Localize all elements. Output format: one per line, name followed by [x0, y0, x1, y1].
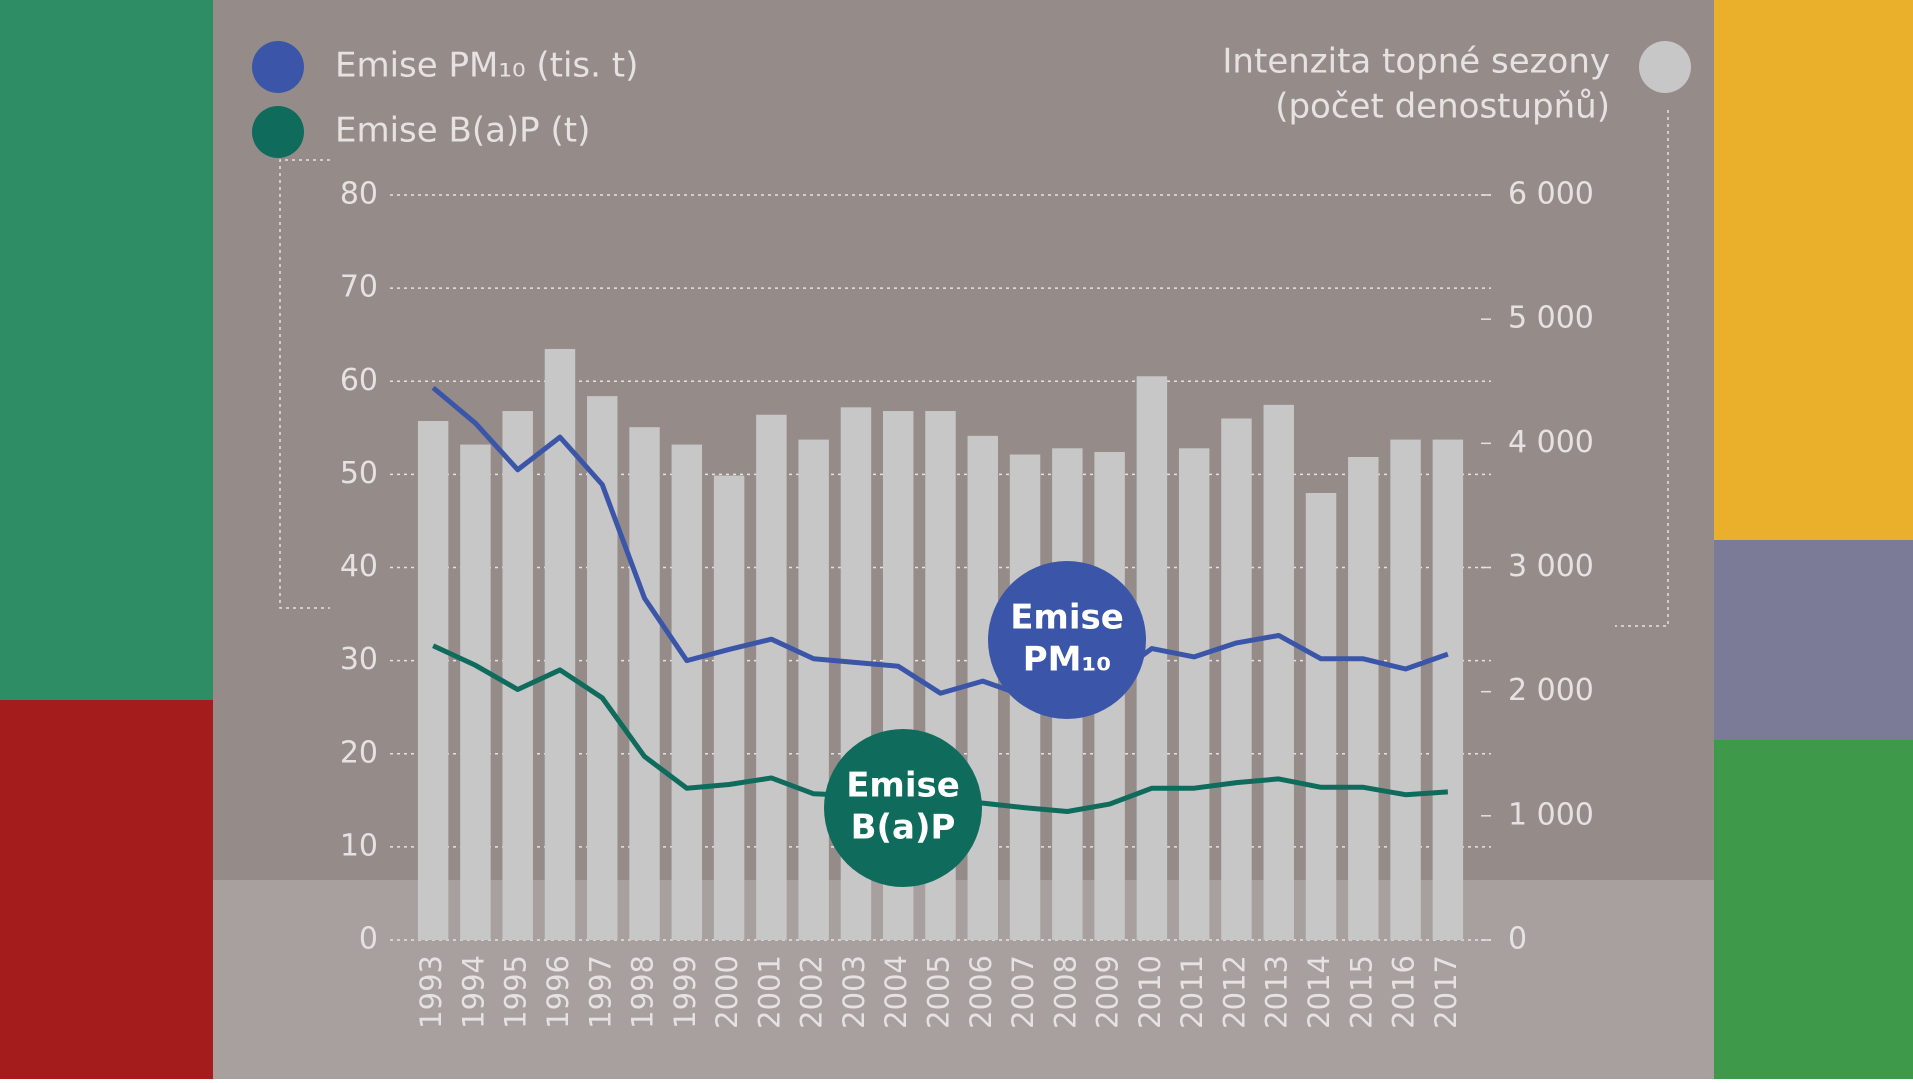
- bar: [798, 439, 829, 940]
- legend-marker: [252, 41, 304, 93]
- background-left-road: [0, 700, 213, 1079]
- y-tick-label: 50: [340, 456, 378, 491]
- bar: [713, 475, 745, 940]
- x-tick-label: 2002: [795, 955, 829, 1029]
- y2-tick-label: 2 000: [1508, 673, 1594, 708]
- legend-marker: [1639, 41, 1691, 93]
- annotation-label: Emise: [1010, 598, 1124, 638]
- bar: [1432, 439, 1464, 940]
- bar: [1263, 404, 1294, 940]
- x-tick-label: 1999: [668, 955, 702, 1029]
- x-tick-label: 1997: [583, 955, 617, 1029]
- x-tick-label: 2009: [1091, 955, 1125, 1029]
- x-tick-label: 2014: [1302, 955, 1336, 1029]
- bar: [417, 420, 449, 940]
- bar: [671, 444, 703, 940]
- legend-label: Emise PM₁₀ (tis. t): [335, 46, 638, 86]
- bar: [756, 414, 787, 940]
- y2-tick-label: 0: [1508, 922, 1527, 957]
- x-tick-label: 2010: [1133, 955, 1167, 1029]
- background-right-cloud: [1714, 540, 1913, 740]
- bar: [1221, 418, 1252, 940]
- line: [431, 385, 1449, 699]
- y2-tick-label: 4 000: [1508, 425, 1594, 460]
- bracket-left: [279, 159, 330, 609]
- x-tick-label: 2001: [752, 955, 786, 1029]
- bar: [1305, 493, 1337, 940]
- x-tick-label: 2005: [922, 955, 956, 1029]
- x-tick-label: 2007: [1006, 955, 1040, 1029]
- annotation-label: Emise: [846, 766, 960, 806]
- y-tick-label: 30: [340, 642, 378, 677]
- y2-tick-label: 6 000: [1508, 177, 1594, 212]
- x-tick-label: 2016: [1387, 955, 1421, 1029]
- x-tick-label: 2011: [1175, 955, 1209, 1029]
- y2-tick-label: 5 000: [1508, 301, 1594, 336]
- annotation-label: B(a)P: [851, 808, 956, 848]
- x-tick-label: 1996: [541, 955, 575, 1029]
- x-tick-label: 1994: [456, 955, 490, 1029]
- x-tick-label: 2003: [837, 955, 871, 1029]
- x-tick-label: 2015: [1344, 955, 1378, 1029]
- annotation-label: PM₁₀: [1023, 640, 1112, 680]
- x-tick-label: 1998: [626, 955, 660, 1029]
- x-tick-label: 2012: [1217, 955, 1251, 1029]
- y-tick-label: 20: [340, 735, 378, 770]
- bar: [1348, 456, 1379, 940]
- x-tick-label: 2000: [710, 955, 744, 1029]
- bar: [1178, 448, 1210, 940]
- x-tick-label: 2004: [879, 955, 913, 1029]
- bar: [460, 444, 491, 940]
- x-tick-label: 2008: [1048, 955, 1082, 1029]
- y-tick-label: 10: [340, 828, 378, 863]
- background-right-field: [1714, 740, 1913, 1079]
- bar: [967, 435, 999, 940]
- x-tick-label: 1995: [499, 955, 533, 1029]
- legend-label: Emise B(a)P (t): [335, 111, 590, 151]
- y-tick-label: 70: [340, 270, 378, 305]
- annotation-bubble: [988, 561, 1146, 719]
- y-tick-label: 40: [340, 549, 378, 584]
- bar: [587, 396, 618, 940]
- bar: [629, 427, 660, 941]
- bar: [502, 411, 533, 940]
- x-tick-label: 2006: [964, 955, 998, 1029]
- y-tick-label: 80: [340, 177, 378, 212]
- x-tick-label: 2013: [1260, 955, 1294, 1029]
- right-axis-title: (počet denostupňů): [1275, 87, 1610, 127]
- legend-marker: [252, 106, 304, 158]
- right-axis-title: Intenzita topné sezony: [1222, 42, 1610, 82]
- y2-tick-label: 1 000: [1508, 797, 1594, 832]
- y-tick-label: 0: [359, 922, 378, 957]
- x-tick-label: 2017: [1429, 955, 1463, 1029]
- bar: [1390, 439, 1421, 940]
- annotation-bubble: [824, 729, 982, 887]
- y-tick-label: 60: [340, 363, 378, 398]
- y2-tick-label: 3 000: [1508, 549, 1594, 584]
- x-tick-label: 1993: [414, 955, 448, 1029]
